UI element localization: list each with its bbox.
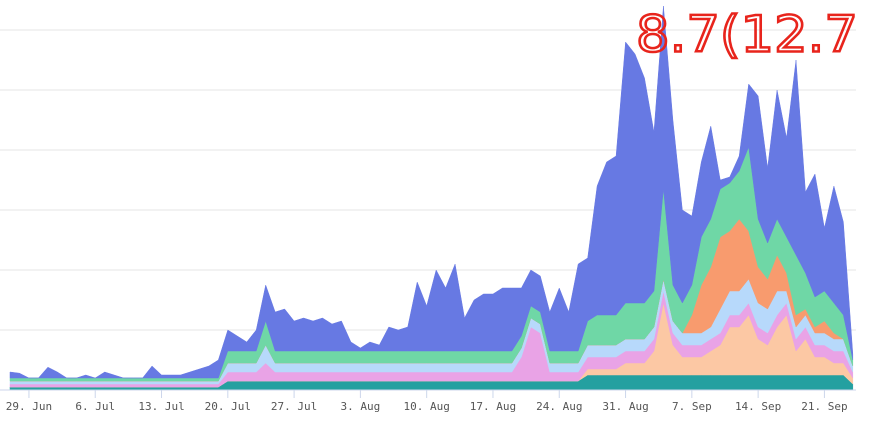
- x-tick-label: 24. Aug: [536, 400, 582, 413]
- x-tick-label: 10. Aug: [404, 400, 450, 413]
- annotation: 8.7(12.7: [636, 6, 858, 64]
- area: [9, 5, 854, 379]
- x-tick-label: 27. Jul: [271, 400, 317, 413]
- x-axis: 29. Jun 6. Jul 13. Jul 20. Jul 27. Jul 3. Aug…: [0, 389, 856, 413]
- x-tick-label: 7. Sep: [672, 400, 712, 413]
- x-tick-label: 29. Jun: [6, 400, 52, 413]
- x-tick-label: 21. Sep: [801, 400, 847, 413]
- x-tick-label: 13. Jul: [138, 400, 184, 413]
- x-tick-label: 17. Aug: [470, 400, 516, 413]
- x-tick-label: 31. Aug: [602, 400, 648, 413]
- x-tick-label: 14. Sep: [735, 400, 781, 413]
- x-tick-label: 6. Jul: [75, 400, 115, 413]
- x-tick-label: 3. Aug: [341, 400, 381, 413]
- grid: [0, 29, 856, 391]
- x-tick-label: 20. Jul: [205, 400, 251, 413]
- areas: [9, 5, 854, 391]
